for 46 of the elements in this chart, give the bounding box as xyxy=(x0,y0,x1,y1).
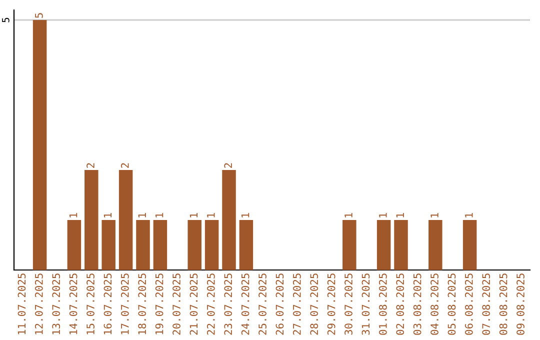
x-tick-label: 18.07.2025 xyxy=(138,274,146,334)
x-tick-label: 30.07.2025 xyxy=(344,274,352,335)
data-label: 1 xyxy=(344,213,352,218)
x-tick-label: 06.08.2025 xyxy=(464,274,473,335)
x-tick-label: 16.07.2025 xyxy=(104,274,112,334)
data-label: 1 xyxy=(242,213,250,218)
data-label: 2 xyxy=(120,163,129,168)
data-label: 1 xyxy=(396,213,404,218)
data-label: 1 xyxy=(138,213,146,218)
x-tick-label: 31.07.2025 xyxy=(362,274,370,335)
data-label: 2 xyxy=(86,163,94,168)
x-tick-label: 27.07.2025 xyxy=(292,274,301,335)
x-tick-label: 22.07.2025 xyxy=(206,274,215,335)
data-label: 5 xyxy=(35,13,43,18)
data-label: 1 xyxy=(207,213,215,218)
x-tick-label: 14.07.2025 xyxy=(69,274,78,334)
x-tick-label: 24.07.2025 xyxy=(241,274,250,335)
x-tick-label: 25.07.2025 xyxy=(258,274,266,335)
x-tick-label: 12.07.2025 xyxy=(34,274,43,334)
data-label: 1 xyxy=(70,213,78,218)
x-tick-label: 20.07.2025 xyxy=(172,274,180,335)
data-label: 1 xyxy=(190,213,198,218)
x-tick-label: 28.07.2025 xyxy=(310,274,318,335)
x-tick-label: 15.07.2025 xyxy=(86,274,94,334)
data-label: 1 xyxy=(379,213,387,218)
data-label: 1 xyxy=(156,213,164,218)
data-label: 1 xyxy=(430,213,438,218)
x-tick-label: 23.07.2025 xyxy=(224,274,232,335)
x-tick-label: 09.08.2025 xyxy=(516,274,524,335)
x-tick-label: 08.08.2025 xyxy=(499,274,508,335)
x-tick-label: 13.07.2025 xyxy=(52,274,60,334)
x-tick-label: 02.08.2025 xyxy=(396,274,404,335)
x-tick-label: 03.08.2025 xyxy=(413,274,422,335)
x-tick-label: 05.08.2025 xyxy=(448,274,456,335)
x-tick-label: 17.07.2025 xyxy=(120,274,129,334)
x-tick-label: 04.08.2025 xyxy=(430,274,438,335)
x-tick-label: 07.08.2025 xyxy=(482,274,490,335)
x-tick-label: 19.07.2025 xyxy=(155,274,164,334)
x-tick-label: 11.07.2025 xyxy=(18,274,26,334)
data-label: 2 xyxy=(224,163,232,168)
x-tick-label: 26.07.2025 xyxy=(276,274,284,335)
x-tick-label: 29.07.2025 xyxy=(327,274,336,335)
data-label: 1 xyxy=(465,213,473,218)
x-tick-label: 21.07.2025 xyxy=(190,274,198,335)
x-tick-label: 01.08.2025 xyxy=(378,274,387,335)
data-label: 1 xyxy=(104,213,112,218)
